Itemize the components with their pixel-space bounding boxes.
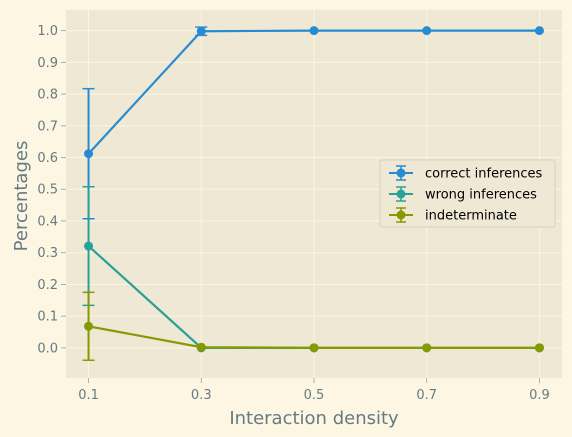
data-point bbox=[422, 26, 432, 36]
x-tick-label: 0.7 bbox=[416, 388, 437, 403]
legend-box bbox=[379, 159, 556, 228]
y-axis: 0.0 0.1 0.2 0.3 0.4 0.5 0.6 0.7 0.8 0.9 1.0 bbox=[37, 24, 66, 356]
y-axis-label: Percentages bbox=[11, 141, 32, 252]
series-indeterminate bbox=[82, 291, 544, 361]
data-point bbox=[84, 241, 94, 251]
legend-entry: correct inferences bbox=[389, 165, 543, 182]
x-axis: 0.1 0.3 0.5 0.7 0.9 bbox=[78, 378, 550, 403]
series-layer bbox=[82, 26, 544, 361]
x-tick-label: 0.3 bbox=[191, 388, 212, 403]
data-point bbox=[196, 26, 206, 36]
y-tick-label: 0.5 bbox=[37, 183, 58, 198]
y-tick-label: 0.9 bbox=[37, 56, 58, 71]
y-tick-label: 0.8 bbox=[37, 88, 58, 103]
legend-marker bbox=[396, 210, 406, 220]
x-tick-label: 0.1 bbox=[78, 388, 99, 403]
y-tick-label: 1.0 bbox=[37, 24, 58, 39]
legend-label: indeterminate bbox=[425, 209, 517, 224]
y-tick-label: 0.1 bbox=[37, 310, 58, 325]
data-point bbox=[309, 343, 319, 353]
y-tick-label: 0.2 bbox=[37, 278, 58, 293]
data-point bbox=[422, 343, 432, 353]
legend: correct inferences wrong inferences indete… bbox=[379, 159, 556, 228]
y-tick-label: 0.3 bbox=[37, 246, 58, 261]
data-point bbox=[196, 342, 206, 352]
y-tick-label: 0.0 bbox=[37, 341, 58, 356]
data-point bbox=[534, 26, 544, 36]
legend-marker bbox=[396, 189, 406, 199]
legend-entry: wrong inferences bbox=[389, 186, 537, 203]
y-tick-label: 0.4 bbox=[37, 214, 58, 229]
legend-marker bbox=[396, 168, 406, 178]
y-tick-label: 0.6 bbox=[37, 151, 58, 166]
legend-label: wrong inferences bbox=[425, 188, 537, 203]
series-correct-inferences bbox=[82, 26, 544, 220]
data-point bbox=[84, 321, 94, 331]
x-tick-label: 0.9 bbox=[529, 388, 550, 403]
legend-label: correct inferences bbox=[425, 167, 543, 182]
data-point bbox=[84, 149, 94, 159]
data-point bbox=[534, 343, 544, 353]
legend-entry: indeterminate bbox=[389, 207, 517, 224]
x-axis-label: Interaction density bbox=[229, 408, 399, 429]
x-tick-label: 0.5 bbox=[304, 388, 325, 403]
y-tick-label: 0.7 bbox=[37, 119, 58, 134]
data-point bbox=[309, 26, 319, 36]
